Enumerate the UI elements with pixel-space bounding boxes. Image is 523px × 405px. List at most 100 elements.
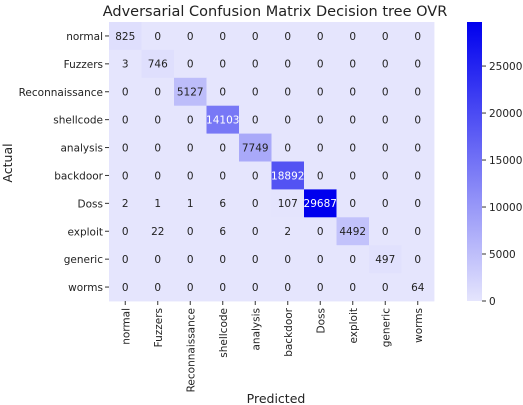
heatmap-cell [174, 245, 207, 274]
cell-value-label: 0 [219, 31, 226, 43]
heatmap-cell [109, 245, 142, 274]
heatmap-cell [239, 133, 272, 162]
cell-value-label: 0 [349, 31, 356, 43]
colorbar-tick-label: 5000 [489, 249, 516, 261]
heatmap-cell [141, 273, 175, 302]
heatmap-cell [206, 273, 240, 302]
cell-value-label: 0 [382, 198, 389, 210]
chart-title: Adversarial Confusion Matrix Decision tr… [103, 4, 448, 20]
cell-value-label: 0 [382, 170, 389, 182]
heatmap-cell [304, 133, 337, 162]
heatmap-cell [369, 49, 402, 79]
cell-value-label: 0 [414, 59, 421, 71]
heatmap-cell [369, 245, 402, 274]
x-axis: normal Fuzzers Reconnaissance shellcode anal… [120, 301, 425, 392]
cell-value-label: 6 [219, 198, 226, 210]
heatmap-cell [174, 22, 207, 51]
cell-value-label: 0 [284, 87, 291, 99]
heatmap-cell [141, 161, 175, 190]
cell-value-label: 0 [187, 142, 194, 154]
colorbar-ticks: 0 5000 10000 15000 20000 25000 [482, 61, 522, 308]
heatmap-cell [239, 77, 272, 107]
cell-value-label: 0 [252, 114, 259, 126]
cell-value-label: 0 [382, 226, 389, 238]
heatmap-cell [369, 22, 402, 51]
cell-value-label: 0 [187, 254, 194, 266]
cell-value-label: 0 [414, 170, 421, 182]
heatmap-cell [401, 189, 435, 218]
colorbar-tick-label: 15000 [489, 155, 522, 167]
cell-value-label: 4492 [339, 226, 366, 238]
cell-value-label: 1 [187, 198, 194, 210]
heatmap-cell [109, 49, 142, 79]
cell-value-label: 0 [349, 170, 356, 182]
x-tick-label: Doss [315, 308, 327, 333]
cell-value-label: 0 [382, 282, 389, 294]
heatmap-cell [109, 273, 142, 302]
cell-value-label: 0 [252, 59, 259, 71]
cell-value-label: 0 [219, 87, 226, 99]
heatmap-cell [271, 245, 305, 274]
y-tick-label: generic [64, 254, 103, 266]
cell-value-label: 0 [252, 282, 259, 294]
heatmap-cell [206, 105, 240, 134]
cell-value-label: 0 [219, 254, 226, 266]
cell-value-label: 0 [154, 31, 161, 43]
heatmap-cell [369, 161, 402, 190]
heatmap-cell [271, 189, 305, 218]
cell-value-label: 2 [122, 198, 129, 210]
cell-value-label: 1 [154, 198, 161, 210]
cell-value-label: 0 [349, 142, 356, 154]
cell-value-label: 0 [317, 142, 324, 154]
cell-value-label: 0 [187, 31, 194, 43]
heatmap-cell [109, 217, 142, 246]
heatmap-cell [239, 245, 272, 274]
cell-value-label: 0 [219, 282, 226, 294]
heatmap-cells: 825 0 0 0 0 0 0 0 0 0 3 746 0 0 0 0 0 0 0 0 0 0 5127 0 0 0 0 0 0 0 0 0 0… [109, 22, 435, 302]
heatmap-cell [401, 105, 435, 134]
cell-value-label: 0 [284, 254, 291, 266]
heatmap-cell [141, 217, 175, 246]
cell-value-label: 5127 [177, 87, 204, 99]
y-tick-label: exploit [67, 226, 103, 238]
y-tick-label: Reconnaissance [19, 87, 103, 99]
heatmap-cell [239, 189, 272, 218]
heatmap-cell [141, 22, 175, 51]
heatmap-cell [239, 22, 272, 51]
heatmap-cell [239, 105, 272, 134]
cell-value-label: 0 [187, 114, 194, 126]
heatmap-cell [206, 49, 240, 79]
heatmap-cell [401, 161, 435, 190]
cell-value-label: 0 [414, 114, 421, 126]
y-axis: normal Fuzzers Reconnaissance shellcode anal… [19, 31, 109, 294]
cell-value-label: 0 [154, 87, 161, 99]
heatmap-cell [271, 77, 305, 107]
heatmap-cell [141, 245, 175, 274]
cell-value-label: 0 [349, 114, 356, 126]
colorbar-tick-label: 25000 [489, 61, 522, 73]
cell-value-label: 746 [148, 59, 168, 71]
y-tick-label: worms [68, 282, 103, 294]
heatmap-cell [239, 217, 272, 246]
heatmap-cell [271, 133, 305, 162]
colorbar-tick-label: 20000 [489, 108, 522, 120]
cell-value-label: 107 [278, 198, 298, 210]
cell-value-label: 0 [284, 282, 291, 294]
heatmap-cell [109, 189, 142, 218]
y-tick-label: Fuzzers [64, 59, 103, 71]
heatmap-cell [206, 133, 240, 162]
heatmap-cell [109, 77, 142, 107]
cell-value-label: 0 [414, 87, 421, 99]
heatmap-cell [369, 77, 402, 107]
cell-value-label: 0 [187, 226, 194, 238]
colorbar-tick-label: 0 [489, 296, 496, 308]
cell-value-label: 0 [284, 114, 291, 126]
cell-value-label: 0 [122, 114, 129, 126]
heatmap-cell [174, 105, 207, 134]
colorbar-tick-label: 10000 [489, 202, 522, 214]
heatmap-cell [369, 273, 402, 302]
heatmap-cell [271, 105, 305, 134]
cell-value-label: 0 [317, 59, 324, 71]
cell-value-label: 0 [252, 254, 259, 266]
x-tick-label: Reconnaissance [185, 308, 197, 392]
